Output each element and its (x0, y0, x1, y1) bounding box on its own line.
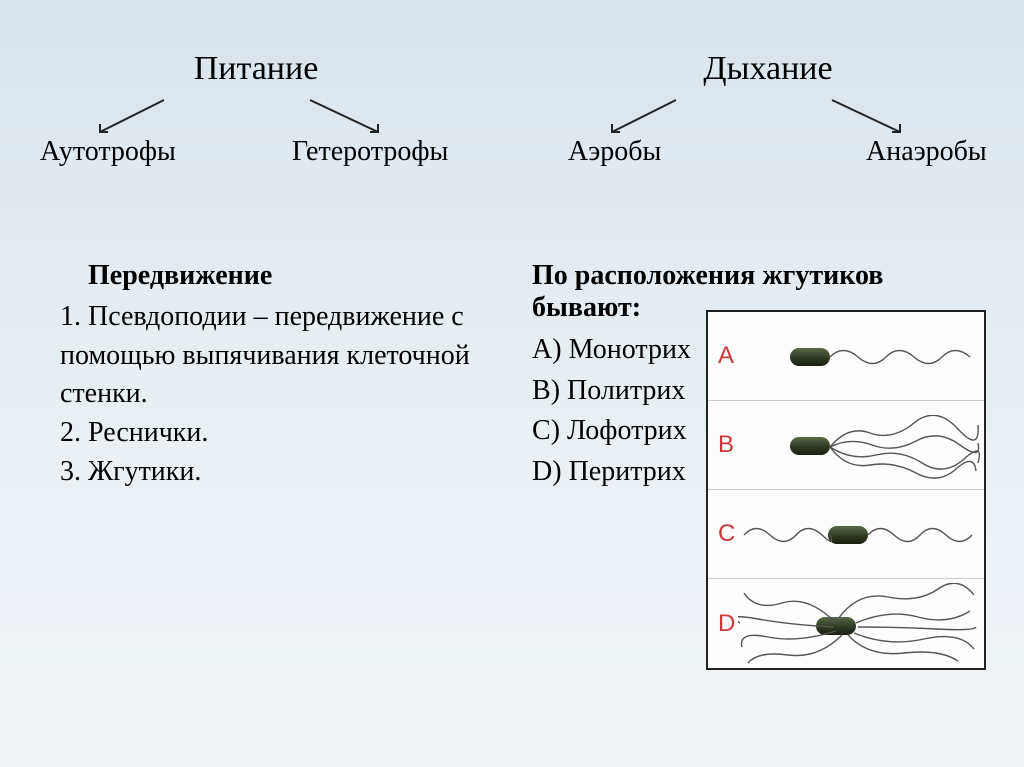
tree-nutrition-left: Аутотрофы (40, 136, 176, 168)
figure-label-d: D (718, 610, 735, 638)
flagellum-icon (866, 518, 976, 552)
bacterium-icon (828, 526, 868, 544)
tree-respiration: Дыхание Аэробы Анаэробы (512, 40, 1024, 180)
flagellum-icon (742, 518, 832, 552)
tree-respiration-left: Аэробы (568, 136, 661, 168)
tree-nutrition-right: Гетеротрофы (292, 136, 448, 168)
flagella-tuft-icon (826, 415, 982, 479)
flagella-letter: A (532, 334, 552, 365)
figure-label-c: C (718, 520, 735, 548)
flagella-letter: B (532, 375, 551, 406)
arrow-icon (90, 94, 170, 138)
flagella-label: Монотрих (569, 334, 691, 365)
figure-row-a: A (708, 312, 984, 401)
tree-nutrition-root: Питание (194, 50, 319, 88)
bacterium-icon (790, 437, 830, 455)
figure-row-b: B (708, 401, 984, 490)
top-trees: Питание Аутотрофы Гетеротрофы Дыхание Аэ… (0, 40, 1024, 180)
movement-item-2: 2. Реснички. (60, 414, 472, 453)
arrow-icon (602, 94, 682, 138)
movement-item-1: 1. Псевдоподии – передвижение с помощью … (60, 298, 472, 414)
arrow-icon (300, 94, 390, 138)
flagella-label: Перитрих (569, 456, 686, 487)
flagella-label: Политрих (567, 375, 685, 406)
movement-title: Передвижение (60, 260, 472, 292)
figure-row-d: D (708, 579, 984, 668)
tree-respiration-right: Анаэробы (866, 136, 987, 168)
arrow-icon (822, 94, 912, 138)
flagella-label: Лофотрих (567, 415, 687, 446)
tree-respiration-root: Дыхание (703, 50, 832, 88)
figure-label-b: B (718, 431, 734, 459)
flagellum-icon (828, 340, 978, 374)
flagella-letter: C (532, 415, 551, 446)
figure-row-c: C (708, 490, 984, 579)
flagella-letter: D (532, 456, 552, 487)
flagella-peritrich-icon (738, 583, 978, 667)
bacterium-icon (790, 348, 830, 366)
movement-item-3: 3. Жгутики. (60, 453, 472, 492)
flagella-figure: A B C D (706, 310, 986, 670)
figure-label-a: A (718, 342, 734, 370)
tree-nutrition: Питание Аутотрофы Гетеротрофы (0, 40, 512, 180)
movement-section: Передвижение 1. Псевдоподии – передвижен… (0, 260, 512, 492)
